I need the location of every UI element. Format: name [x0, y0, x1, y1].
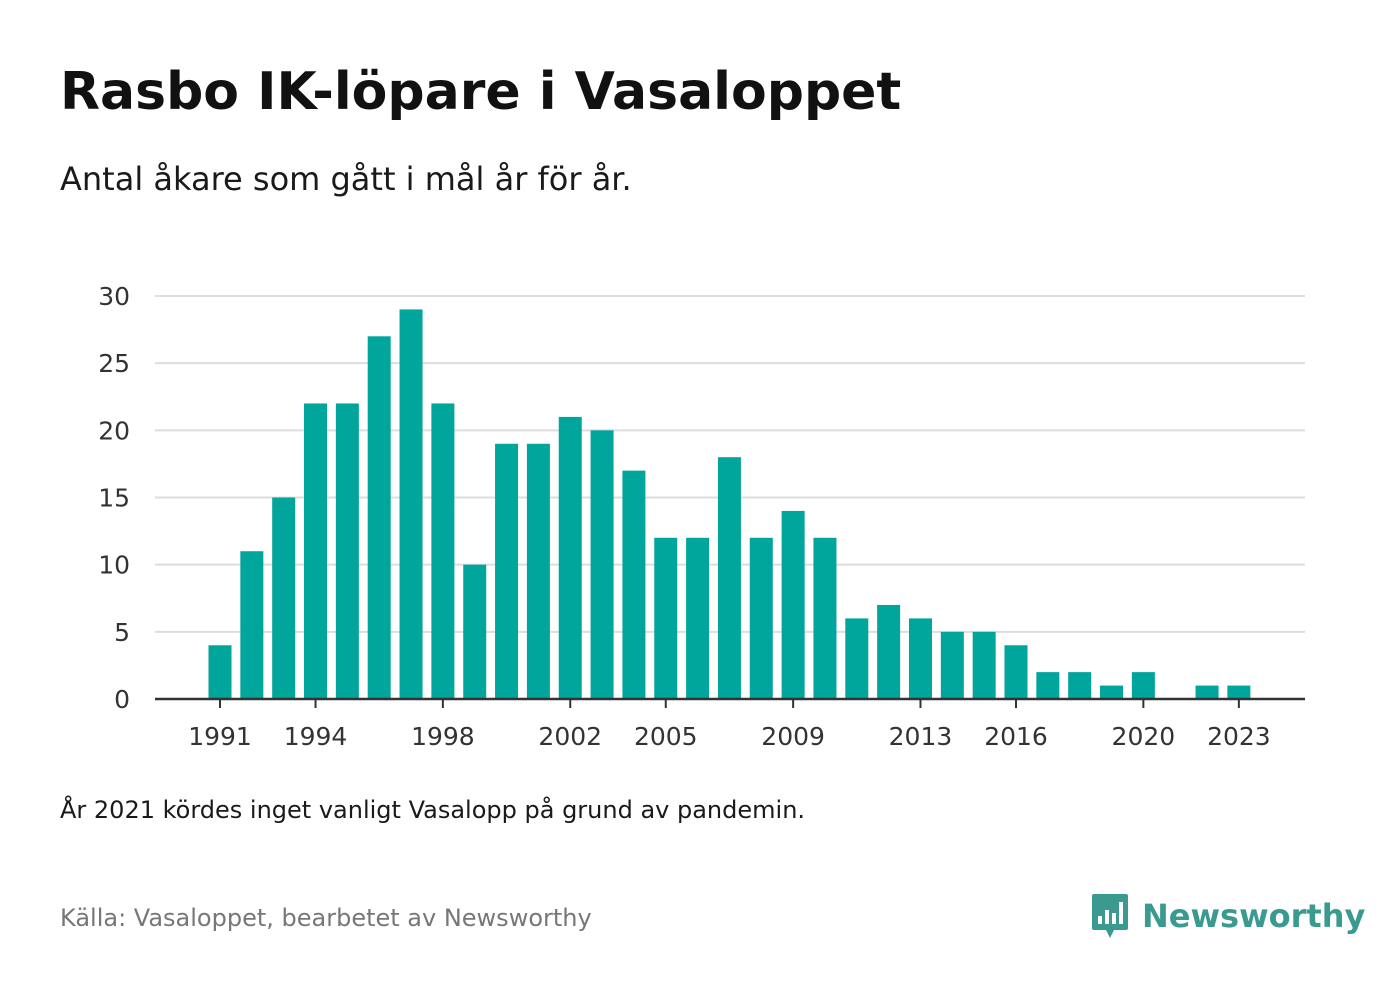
bar-2004: [622, 470, 646, 699]
y-tick-label: 20: [98, 416, 130, 445]
y-axis-ticks: 0 5 10 15 20 25 30: [98, 282, 130, 714]
bar-2014: [940, 631, 964, 699]
bar-chart-speech-bubble-icon: [1092, 894, 1128, 938]
bar-1995: [335, 403, 359, 699]
bar-2006: [686, 537, 710, 699]
bar-2001: [526, 443, 550, 699]
bar-1994: [304, 403, 328, 699]
bar-chart: 0 5 10 15 20 25 30 1991 1994 1998 2002 2005 2009 201…: [98, 282, 1305, 751]
bar-2003: [590, 430, 614, 699]
bar-1997: [399, 309, 423, 699]
bar-2023: [1227, 685, 1251, 699]
bar-2018: [1068, 672, 1092, 699]
bar-2011: [845, 618, 869, 699]
x-tick-label: 2005: [634, 722, 698, 751]
y-tick-label: 0: [114, 685, 130, 714]
bar-1993: [272, 497, 296, 699]
y-tick-label: 25: [98, 349, 130, 378]
bar-2002: [558, 416, 582, 699]
bar-1992: [240, 551, 264, 699]
chart-title: Rasbo IK-löpare i Vasaloppet: [60, 62, 902, 122]
bar-1991: [208, 645, 232, 699]
y-tick-label: 30: [98, 282, 130, 311]
bar-2020: [1131, 672, 1155, 699]
bar-2000: [495, 443, 519, 699]
bar-2008: [749, 537, 773, 699]
bar-2016: [1004, 645, 1028, 699]
bar-2013: [908, 618, 932, 699]
bar-2019: [1100, 685, 1124, 699]
x-tick-label: 2002: [538, 722, 602, 751]
chart-subtitle: Antal åkare som gått i mål år för år.: [60, 160, 632, 198]
y-tick-label: 5: [114, 618, 130, 647]
bar-2007: [717, 457, 741, 699]
x-tick-label: 1994: [284, 722, 348, 751]
bar-1999: [463, 564, 487, 699]
footnote: År 2021 kördes inget vanligt Vasalopp på…: [60, 796, 806, 824]
bar-2005: [654, 537, 678, 699]
x-tick-label: 2013: [889, 722, 953, 751]
bar-2010: [813, 537, 837, 699]
bar-2017: [1036, 672, 1060, 699]
bar-2009: [781, 510, 805, 699]
bar-2015: [972, 631, 996, 699]
x-tick-label: 1998: [411, 722, 475, 751]
newsworthy-logo: Newsworthy: [1090, 888, 1365, 944]
y-tick-label: 10: [98, 551, 130, 580]
bar-1998: [431, 403, 455, 699]
source-credit: Källa: Vasaloppet, bearbetet av Newswort…: [60, 904, 592, 932]
bar-2022: [1195, 685, 1219, 699]
x-axis-ticks: 1991 1994 1998 2002 2005 2009 2013 2016 2020 2023: [188, 699, 1271, 751]
x-tick-label: 1991: [188, 722, 252, 751]
bars: [208, 309, 1251, 699]
y-tick-label: 15: [98, 484, 130, 513]
brand-name: Newsworthy: [1142, 897, 1366, 935]
x-tick-label: 2009: [761, 722, 825, 751]
x-tick-label: 2020: [1112, 722, 1176, 751]
x-tick-label: 2016: [984, 722, 1048, 751]
x-tick-label: 2023: [1207, 722, 1271, 751]
bar-2012: [877, 604, 901, 699]
bar-1996: [367, 336, 391, 699]
